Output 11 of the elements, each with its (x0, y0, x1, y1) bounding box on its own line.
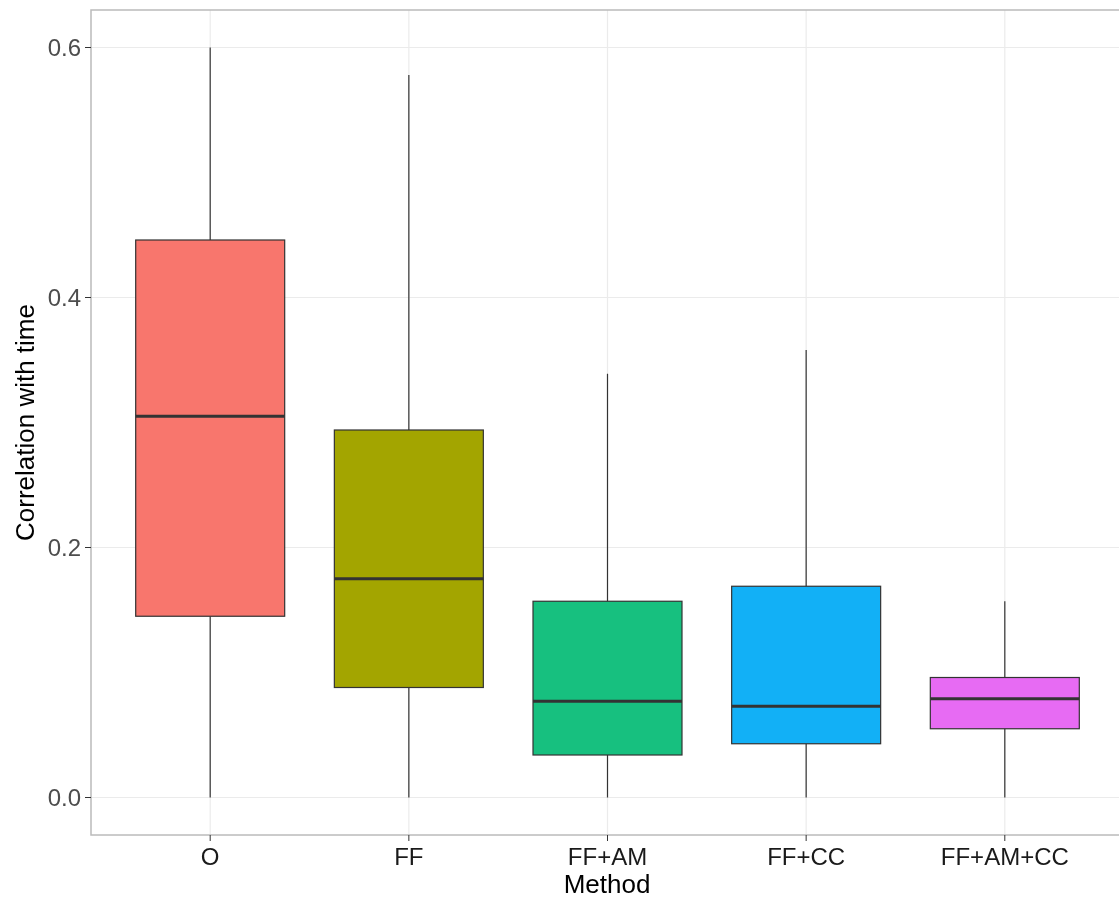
x-tick-label: FF+AM (567, 843, 648, 870)
y-tick-label: 0.6 (47, 33, 81, 61)
x-tick-label: FF+AM+CC (940, 843, 1069, 870)
x-axis-title: Method (563, 869, 651, 899)
x-tick-label: O (200, 843, 220, 870)
x-tick-label: FF (394, 843, 424, 870)
y-tick-label: 0.2 (47, 533, 81, 561)
y-tick-label: 0.0 (47, 783, 81, 811)
y-axis-title: Correlation with time (10, 304, 40, 541)
y-tick-label: 0.4 (47, 283, 81, 311)
x-tick-label: FF+CC (767, 843, 846, 870)
